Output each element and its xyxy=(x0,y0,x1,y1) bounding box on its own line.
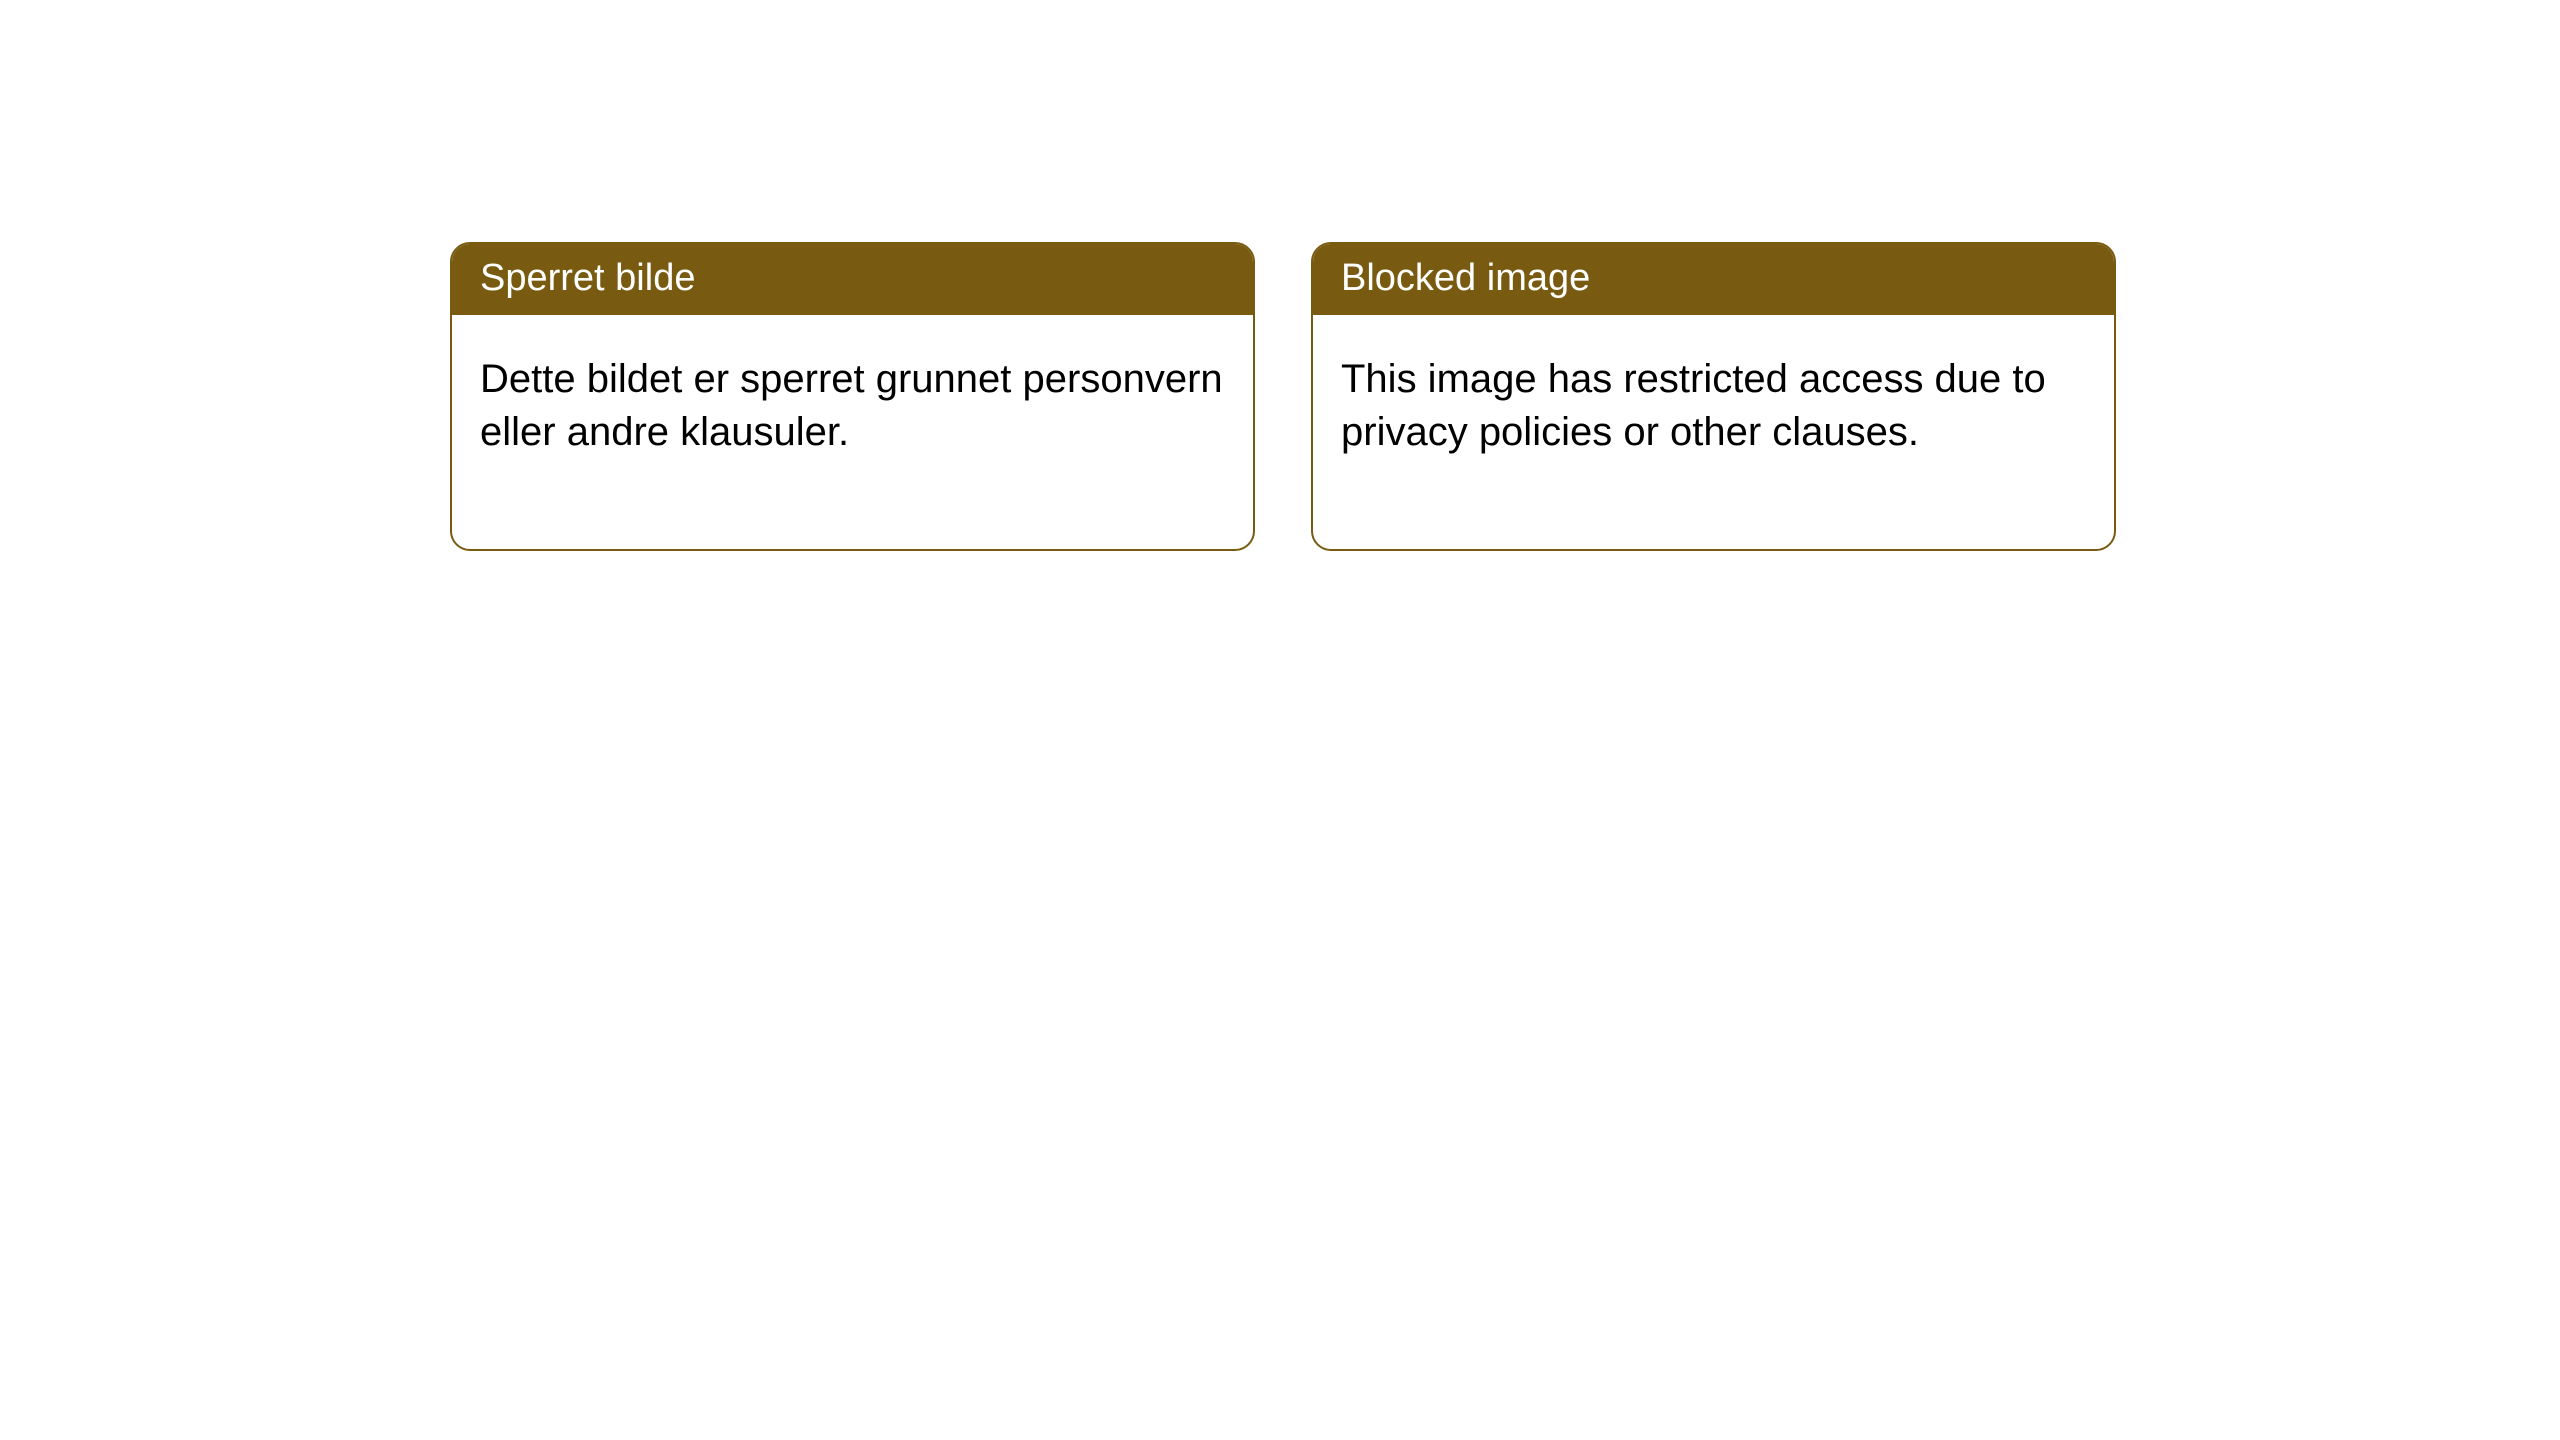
notice-card-norwegian: Sperret bilde Dette bildet er sperret gr… xyxy=(450,242,1255,551)
notice-body-norwegian: Dette bildet er sperret grunnet personve… xyxy=(452,315,1253,549)
notice-container: Sperret bilde Dette bildet er sperret gr… xyxy=(0,0,2560,551)
notice-title-norwegian: Sperret bilde xyxy=(452,244,1253,315)
notice-title-english: Blocked image xyxy=(1313,244,2114,315)
notice-card-english: Blocked image This image has restricted … xyxy=(1311,242,2116,551)
notice-body-english: This image has restricted access due to … xyxy=(1313,315,2114,549)
